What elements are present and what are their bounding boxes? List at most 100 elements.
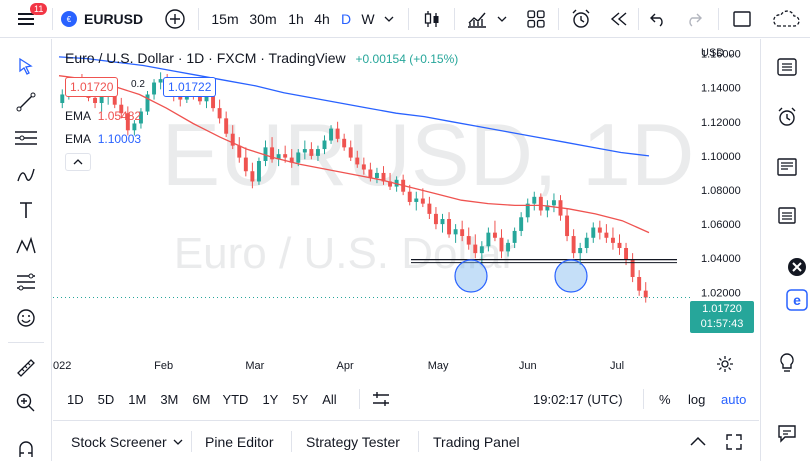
watchlist-button[interactable]: [773, 53, 801, 81]
buy-price: 1.01722: [168, 80, 212, 94]
undo-button[interactable]: [644, 0, 672, 38]
support-circle-may[interactable]: [454, 259, 488, 293]
candle-body: [322, 140, 327, 150]
chart-legend-title[interactable]: Euro / U.S. Dollar · 1D · FXCM · Trading…: [65, 50, 458, 66]
redo-icon: [689, 13, 702, 27]
tab-divider: [418, 431, 419, 452]
fullscreen-button[interactable]: [728, 0, 756, 38]
magnet-icon: [19, 441, 33, 457]
pattern-tool[interactable]: [10, 232, 42, 260]
replay-button[interactable]: [605, 0, 633, 38]
candle-body: [158, 79, 163, 83]
interval-label: 1h: [288, 11, 304, 27]
trend-line-tool[interactable]: [10, 88, 42, 116]
range-5d[interactable]: 5D: [97, 391, 115, 407]
close-widget-button[interactable]: [783, 253, 810, 281]
candle-body: [329, 128, 334, 141]
prediction-tool[interactable]: [10, 268, 42, 296]
price-chart[interactable]: EURUSD, 1D Euro / U.S. Dollar 1.160001.1…: [53, 39, 759, 377]
news-icon: [777, 158, 797, 176]
candle-body: [250, 171, 255, 182]
compare-symbol-button[interactable]: [160, 0, 190, 38]
candle-body: [256, 161, 261, 182]
indicators-dropdown-button[interactable]: [494, 0, 510, 38]
range-1m[interactable]: 1M: [128, 391, 147, 407]
chart-type-button[interactable]: [418, 0, 446, 38]
interval-30m[interactable]: 30m: [245, 0, 281, 38]
rewind-icon: [610, 12, 627, 26]
text-tool[interactable]: [10, 196, 42, 224]
time-tick-label: 022: [53, 360, 71, 372]
interval-dropdown-button[interactable]: [380, 0, 398, 38]
interval-d[interactable]: D: [335, 0, 357, 38]
layout-button[interactable]: [522, 0, 550, 38]
range-all[interactable]: All: [322, 391, 337, 407]
cloud-save-button[interactable]: [766, 0, 806, 38]
candle-body: [119, 104, 124, 114]
chart-settings-button[interactable]: [716, 355, 734, 377]
interval-4h[interactable]: 4h: [309, 0, 335, 38]
tab-stock-screener[interactable]: Stock Screener: [71, 421, 183, 462]
ema-fast-legend[interactable]: EMA 1.05482: [65, 109, 141, 123]
symbol-search-button[interactable]: € EURUSD: [60, 0, 150, 38]
sell-button[interactable]: 1.01720: [65, 77, 119, 97]
tab-label: Stock Screener: [71, 433, 167, 450]
ideas-button[interactable]: [773, 349, 801, 377]
candle-body: [374, 172, 379, 179]
range-button-group: 1D 5D 1M 3M 6M YTD 1Y 5Y All: [67, 380, 337, 418]
chart-pane[interactable]: EURUSD, 1D Euro / U.S. Dollar 1.16000 1.1…: [53, 39, 759, 377]
percent-scale-toggle[interactable]: %: [659, 391, 671, 407]
horizontal-lines-tool[interactable]: [10, 124, 42, 152]
interval-w[interactable]: W: [357, 0, 379, 38]
candle-body: [479, 246, 484, 254]
tab-trading-panel[interactable]: Trading Panel: [433, 421, 520, 462]
user-menu-button[interactable]: 11: [6, 0, 48, 38]
range-1d[interactable]: 1D: [67, 391, 84, 407]
ecosystem-button[interactable]: e: [783, 286, 810, 314]
calendar-list-icon: [778, 207, 796, 224]
data-window-button[interactable]: [773, 153, 801, 181]
range-5y[interactable]: 5Y: [292, 391, 309, 407]
auto-scale-toggle[interactable]: auto: [721, 391, 747, 407]
candle-body: [512, 230, 517, 243]
tab-strategy-tester[interactable]: Strategy Tester: [306, 421, 400, 462]
emoji-tool[interactable]: [10, 304, 42, 332]
tab-pine-editor[interactable]: Pine Editor: [205, 421, 273, 462]
maximize-panel-button[interactable]: [725, 421, 743, 462]
support-circle-jun[interactable]: [554, 259, 588, 293]
object-tree-button[interactable]: [773, 201, 801, 229]
candle-body: [466, 236, 471, 245]
candle-body: [368, 169, 373, 179]
range-3m[interactable]: 3M: [160, 391, 179, 407]
range-1y[interactable]: 1Y: [262, 391, 279, 407]
range-ytd[interactable]: YTD: [222, 391, 249, 407]
brush-tool[interactable]: [10, 160, 42, 188]
candle-body: [302, 149, 307, 153]
candle-body: [309, 149, 314, 156]
indicators-button[interactable]: [462, 0, 492, 38]
collapse-legend-button[interactable]: [65, 153, 91, 171]
buy-button[interactable]: 1.01722: [163, 77, 217, 97]
candle-body: [506, 242, 511, 252]
magnet-tool[interactable]: [10, 435, 42, 463]
interval-1h[interactable]: 1h: [283, 0, 309, 38]
alerts-button[interactable]: [773, 103, 801, 131]
chat-button[interactable]: [773, 419, 801, 447]
currency-selector[interactable]: USD ⌄: [701, 47, 735, 59]
redo-button[interactable]: [680, 0, 708, 38]
zoom-tool[interactable]: [10, 389, 42, 417]
expand-panel-button[interactable]: [689, 421, 707, 462]
log-scale-toggle[interactable]: log: [688, 391, 706, 407]
interval-15m[interactable]: 15m: [207, 0, 243, 38]
measure-tool[interactable]: [10, 354, 42, 382]
last-price-label: 1.01720 01:57:43: [690, 301, 754, 333]
ema-slow-legend[interactable]: EMA 1.10003: [65, 132, 141, 146]
candle-body: [138, 111, 143, 124]
cursor-tool[interactable]: [10, 52, 42, 80]
alert-button[interactable]: [567, 0, 595, 38]
goto-date-button[interactable]: [371, 390, 391, 411]
timezone-clock[interactable]: 19:02:17 (UTC): [533, 391, 623, 407]
range-6m[interactable]: 6M: [192, 391, 211, 407]
candle-body: [486, 232, 491, 247]
candle-body: [597, 227, 602, 233]
